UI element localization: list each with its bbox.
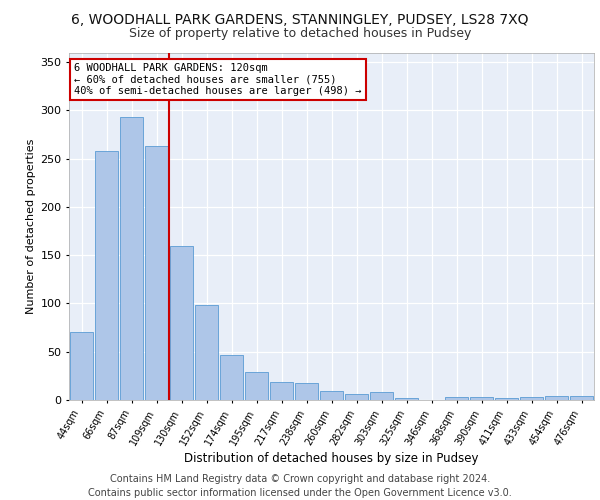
Bar: [145, 146, 169, 400]
Bar: [220, 354, 244, 400]
Bar: [445, 397, 469, 400]
X-axis label: Distribution of detached houses by size in Pudsey: Distribution of detached houses by size …: [184, 452, 479, 466]
Bar: [494, 398, 518, 400]
Bar: [95, 151, 118, 400]
Text: 6, WOODHALL PARK GARDENS, STANNINGLEY, PUDSEY, LS28 7XQ: 6, WOODHALL PARK GARDENS, STANNINGLEY, P…: [71, 12, 529, 26]
Bar: [70, 332, 94, 400]
Bar: [194, 306, 218, 400]
Y-axis label: Number of detached properties: Number of detached properties: [26, 138, 36, 314]
Bar: [295, 382, 319, 400]
Text: 6 WOODHALL PARK GARDENS: 120sqm
← 60% of detached houses are smaller (755)
40% o: 6 WOODHALL PARK GARDENS: 120sqm ← 60% of…: [74, 63, 362, 96]
Text: Contains HM Land Registry data © Crown copyright and database right 2024.
Contai: Contains HM Land Registry data © Crown c…: [88, 474, 512, 498]
Bar: [569, 396, 593, 400]
Bar: [395, 398, 418, 400]
Bar: [269, 382, 293, 400]
Text: Size of property relative to detached houses in Pudsey: Size of property relative to detached ho…: [129, 28, 471, 40]
Bar: [520, 397, 544, 400]
Bar: [245, 372, 268, 400]
Bar: [344, 394, 368, 400]
Bar: [170, 246, 193, 400]
Bar: [370, 392, 394, 400]
Bar: [470, 397, 493, 400]
Bar: [119, 117, 143, 400]
Bar: [320, 392, 343, 400]
Bar: [545, 396, 568, 400]
